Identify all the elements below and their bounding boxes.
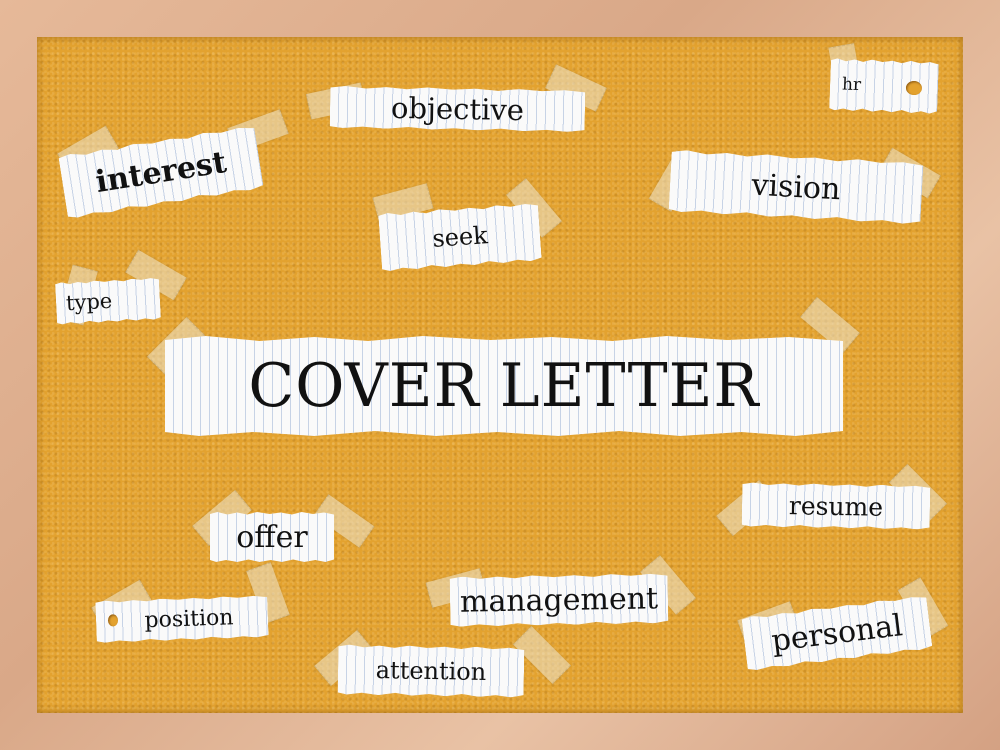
note-attention: attention: [338, 644, 525, 697]
word-personal: personal: [769, 607, 905, 659]
word-hr: hr: [841, 74, 862, 96]
punch-hole: [906, 81, 922, 96]
punch-hole: [108, 614, 118, 626]
title-cover-letter: COVER LETTER: [248, 351, 760, 421]
note-position: position: [95, 595, 268, 643]
word-management: management: [459, 580, 659, 620]
note-management: management: [450, 573, 669, 627]
word-attention: attention: [375, 656, 487, 686]
word-position: position: [144, 604, 234, 633]
note-cover-letter: COVER LETTER: [165, 336, 843, 436]
note-objective: objective: [330, 86, 586, 132]
word-interest: interest: [93, 144, 229, 200]
word-resume: resume: [788, 490, 884, 522]
word-offer: offer: [236, 519, 308, 555]
note-type: type: [55, 277, 161, 324]
word-seek: seek: [431, 221, 489, 253]
note-offer: offer: [210, 512, 334, 562]
word-objective: objective: [390, 90, 525, 128]
word-vision: vision: [750, 167, 842, 207]
note-resume: resume: [742, 482, 931, 529]
note-hr: hr: [829, 58, 939, 114]
word-type: type: [65, 288, 113, 316]
